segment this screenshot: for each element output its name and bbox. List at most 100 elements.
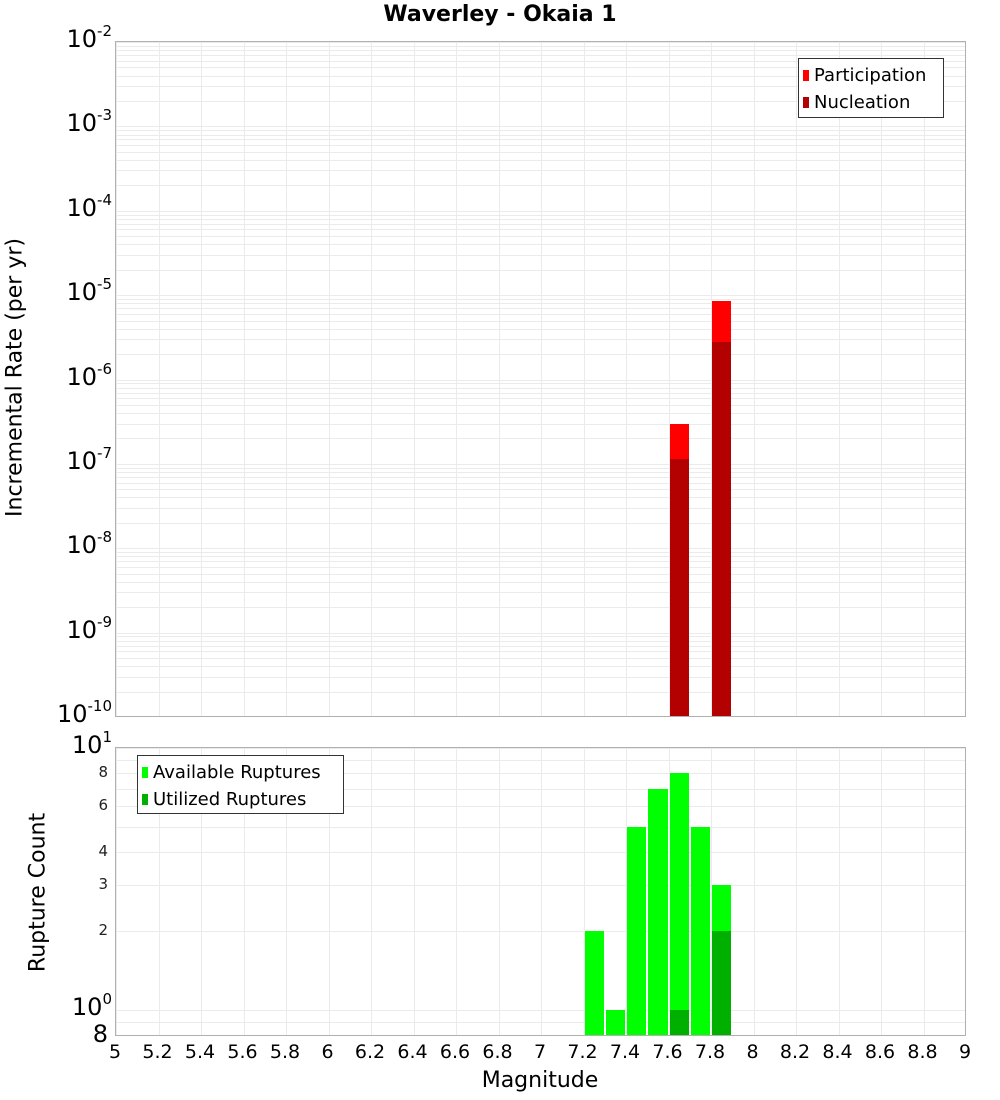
horizontal-gridline bbox=[116, 931, 966, 932]
horizontal-gridline bbox=[116, 646, 966, 647]
x-tick-label: 6 bbox=[321, 1041, 333, 1063]
horizontal-gridline bbox=[116, 548, 966, 549]
horizontal-gridline bbox=[116, 472, 966, 473]
horizontal-gridline bbox=[116, 185, 966, 186]
horizontal-gridline bbox=[116, 489, 966, 490]
horizontal-gridline bbox=[116, 308, 966, 309]
vertical-gridline bbox=[414, 748, 415, 1036]
horizontal-gridline bbox=[116, 383, 966, 384]
horizontal-gridline bbox=[116, 592, 966, 593]
x-axis-label: Magnitude bbox=[115, 1068, 965, 1093]
participation-swatch-icon bbox=[803, 70, 809, 81]
x-tick-label: 9 bbox=[959, 1041, 971, 1063]
x-tick-label: 7 bbox=[534, 1041, 546, 1063]
horizontal-gridline bbox=[116, 523, 966, 524]
horizontal-gridline bbox=[116, 556, 966, 557]
vertical-gridline bbox=[924, 748, 925, 1036]
x-tick-label: 7.2 bbox=[567, 1041, 597, 1063]
horizontal-gridline bbox=[116, 885, 966, 886]
bar-available-ruptures bbox=[585, 931, 604, 1036]
bar-available-ruptures bbox=[606, 1010, 625, 1036]
x-tick-label: 7.4 bbox=[610, 1041, 640, 1063]
y-tick-label: 10-2 bbox=[0, 27, 112, 51]
horizontal-gridline bbox=[116, 651, 966, 652]
horizontal-gridline bbox=[116, 42, 966, 43]
y-tick-label: 100 bbox=[0, 995, 112, 1019]
horizontal-gridline bbox=[116, 552, 966, 553]
x-tick-label: 6.2 bbox=[355, 1041, 385, 1063]
horizontal-gridline bbox=[116, 405, 966, 406]
horizontal-gridline bbox=[116, 219, 966, 220]
horizontal-gridline bbox=[116, 152, 966, 153]
legend-label: Utilized Ruptures bbox=[153, 789, 306, 810]
horizontal-gridline bbox=[116, 497, 966, 498]
top-legend: Participation Nucleation bbox=[798, 58, 944, 118]
y-tick-label: 10-6 bbox=[0, 365, 112, 389]
horizontal-gridline bbox=[116, 607, 966, 608]
horizontal-gridline bbox=[116, 354, 966, 355]
utilized-swatch-icon bbox=[142, 794, 148, 805]
horizontal-gridline bbox=[116, 55, 966, 56]
horizontal-gridline bbox=[116, 567, 966, 568]
horizontal-gridline bbox=[116, 468, 966, 469]
y-tick-label: 10-7 bbox=[0, 449, 112, 473]
vertical-gridline bbox=[116, 748, 117, 1036]
horizontal-gridline bbox=[116, 321, 966, 322]
horizontal-gridline bbox=[116, 236, 966, 237]
horizontal-gridline bbox=[116, 135, 966, 136]
horizontal-gridline bbox=[116, 380, 966, 381]
x-tick-label: 8.6 bbox=[865, 1041, 895, 1063]
bar-available-ruptures bbox=[691, 827, 710, 1036]
legend-label: Available Ruptures bbox=[153, 762, 321, 783]
horizontal-gridline bbox=[116, 633, 966, 634]
horizontal-gridline bbox=[116, 229, 966, 230]
horizontal-gridline bbox=[116, 413, 966, 414]
bar-available-ruptures bbox=[670, 773, 689, 1036]
horizontal-gridline bbox=[116, 852, 966, 853]
horizontal-gridline bbox=[116, 224, 966, 225]
legend-item-utilized-ruptures: Utilized Ruptures bbox=[142, 786, 339, 813]
horizontal-gridline bbox=[116, 1035, 966, 1036]
horizontal-gridline bbox=[116, 483, 966, 484]
y-tick-label: 10-4 bbox=[0, 196, 112, 220]
horizontal-gridline bbox=[116, 139, 966, 140]
bar-available-ruptures bbox=[627, 827, 646, 1036]
x-tick-label: 5.8 bbox=[270, 1041, 300, 1063]
horizontal-gridline bbox=[116, 477, 966, 478]
horizontal-gridline bbox=[116, 160, 966, 161]
y-tick-label: 6 bbox=[0, 797, 108, 813]
vertical-gridline bbox=[456, 748, 457, 1036]
horizontal-gridline bbox=[116, 438, 966, 439]
vertical-gridline bbox=[499, 748, 500, 1036]
x-tick-label: 8.8 bbox=[907, 1041, 937, 1063]
y-tick-label: 10-9 bbox=[0, 618, 112, 642]
y-tick-label: 2 bbox=[0, 922, 108, 938]
x-tick-label: 5.4 bbox=[185, 1041, 215, 1063]
y-tick-label: 3 bbox=[0, 876, 108, 892]
bar-available-ruptures bbox=[648, 789, 667, 1036]
y-tick-label: 101 bbox=[0, 733, 112, 757]
legend-label: Nucleation bbox=[814, 92, 910, 113]
x-tick-label: 5 bbox=[109, 1041, 121, 1063]
horizontal-gridline bbox=[116, 295, 966, 296]
vertical-gridline bbox=[754, 748, 755, 1036]
legend-item-nucleation: Nucleation bbox=[803, 89, 939, 116]
horizontal-gridline bbox=[116, 388, 966, 389]
vertical-gridline bbox=[881, 748, 882, 1036]
vertical-gridline bbox=[371, 748, 372, 1036]
horizontal-gridline bbox=[116, 303, 966, 304]
y-tick-label: 10-5 bbox=[0, 280, 112, 304]
horizontal-gridline bbox=[116, 50, 966, 51]
horizontal-gridline bbox=[116, 748, 966, 749]
horizontal-gridline bbox=[116, 270, 966, 271]
horizontal-gridline bbox=[116, 398, 966, 399]
horizontal-gridline bbox=[116, 244, 966, 245]
chart-title: Waverley - Okaia 1 bbox=[0, 2, 1000, 27]
x-tick-label: 6.8 bbox=[482, 1041, 512, 1063]
y-tick-label: 4 bbox=[0, 843, 108, 859]
vertical-gridline bbox=[796, 748, 797, 1036]
bar-nucleation bbox=[670, 459, 689, 717]
y-tick-label: 10-3 bbox=[0, 111, 112, 135]
horizontal-gridline bbox=[116, 827, 966, 828]
horizontal-gridline bbox=[116, 508, 966, 509]
